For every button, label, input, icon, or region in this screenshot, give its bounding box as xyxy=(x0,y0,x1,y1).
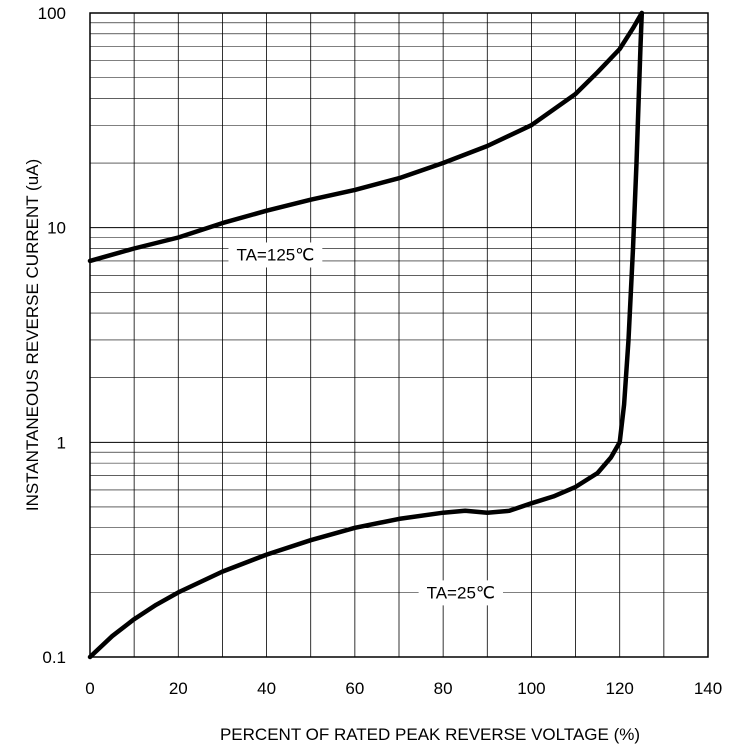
y-tick-label: 10 xyxy=(47,219,66,238)
y-tick-label: 100 xyxy=(38,4,66,23)
series-layer xyxy=(87,10,645,660)
x-tick-label: 40 xyxy=(257,679,276,698)
x-tick-label: 100 xyxy=(517,679,545,698)
y-tick-label: 0.1 xyxy=(42,648,66,667)
series-line xyxy=(87,10,645,660)
major-gridlines xyxy=(90,13,708,657)
plot-frame xyxy=(89,12,709,658)
y-tick-labels: 0.1 1 10 100 xyxy=(38,4,66,667)
series-annotation: TA=125℃ xyxy=(236,245,314,264)
annotation-background xyxy=(418,580,503,606)
annotation-background xyxy=(228,242,323,268)
x-tick-labels: 0 20 40 60 80 100 120 140 xyxy=(85,679,722,698)
y-axis-title: INSTANTANEOUS REVERSE CURRENT (uA) xyxy=(23,159,42,511)
x-tick-label: 120 xyxy=(606,679,634,698)
annotation-layer: TA=125℃ TA=25℃ xyxy=(228,242,503,606)
x-tick-label: 60 xyxy=(345,679,364,698)
series-annotation: TA=25℃ xyxy=(427,583,495,602)
series-line xyxy=(87,10,645,264)
x-tick-label: 80 xyxy=(434,679,453,698)
x-tick-label: 20 xyxy=(169,679,188,698)
x-tick-label: 0 xyxy=(85,679,94,698)
x-tick-label: 140 xyxy=(694,679,722,698)
x-axis-title: PERCENT OF RATED PEAK REVERSE VOLTAGE (%… xyxy=(220,725,640,744)
y-tick-label: 1 xyxy=(57,433,66,452)
